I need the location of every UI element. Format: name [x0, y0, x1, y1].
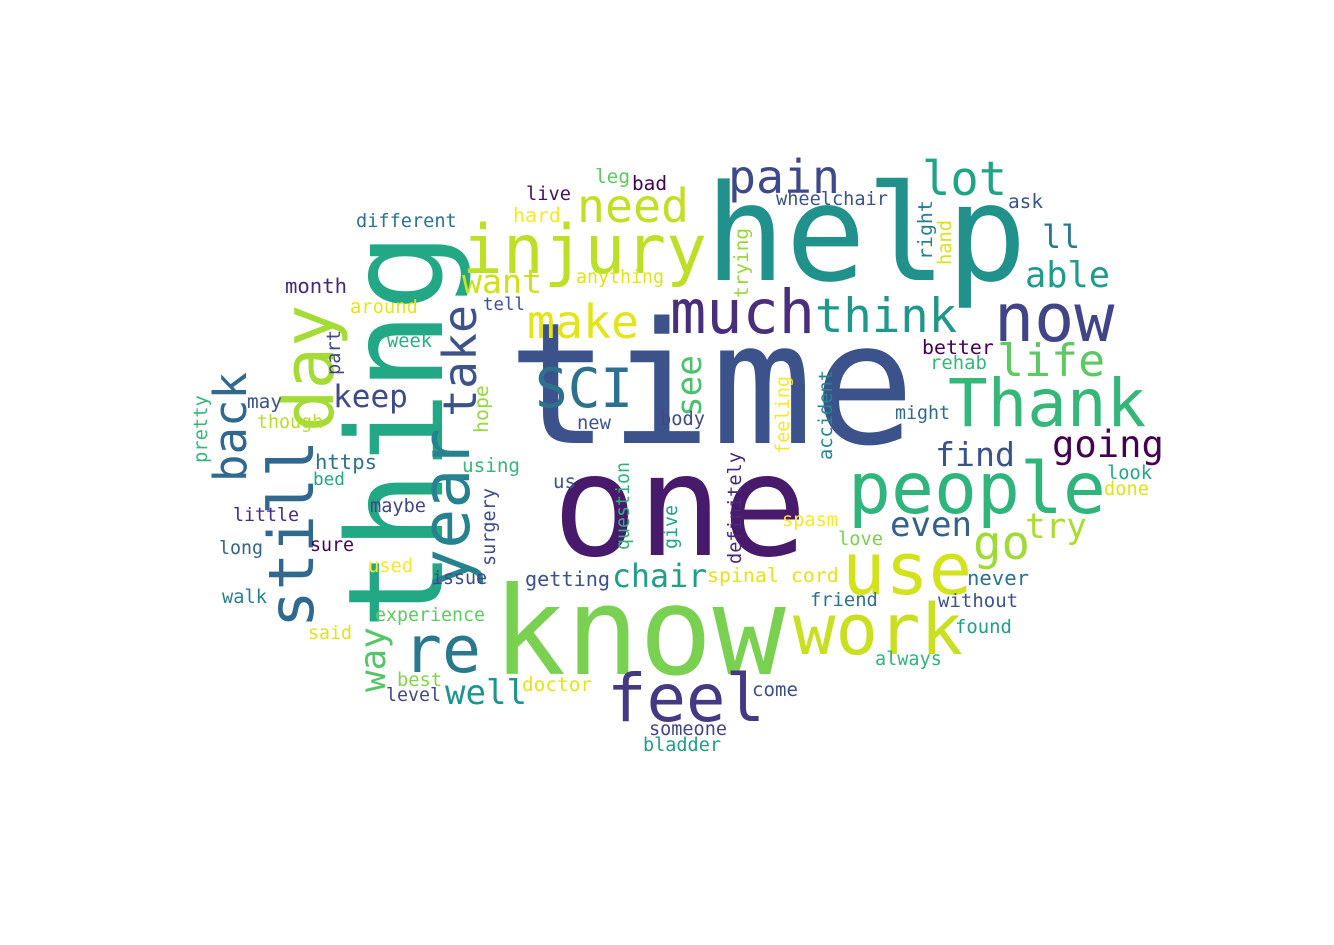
word-accident: accident: [815, 369, 837, 460]
word-feeling: feeling: [772, 376, 794, 454]
word-much: much: [670, 277, 815, 348]
word-month: month: [285, 273, 347, 298]
word-lot: lot: [922, 151, 1008, 207]
word-bad: bad: [632, 171, 668, 195]
word-someone: someone: [649, 718, 727, 740]
word-done: done: [1104, 478, 1150, 500]
word-used: used: [368, 555, 414, 577]
word-right: right: [914, 200, 937, 260]
word-different: different: [356, 210, 457, 232]
word-live: live: [526, 183, 572, 205]
word-wheelchair: wheelchair: [776, 188, 888, 210]
word-question: question: [613, 461, 634, 550]
word-using: using: [462, 453, 521, 477]
word-keep: keep: [333, 378, 408, 415]
word-spasm: spasm: [782, 509, 838, 531]
word-never: never: [967, 565, 1029, 590]
word-may: may: [247, 389, 283, 413]
word-go: go: [973, 515, 1030, 571]
word-experience: experience: [375, 605, 486, 626]
word-leg: leg: [595, 164, 631, 188]
word-make: make: [527, 294, 639, 349]
word-level: level: [386, 685, 442, 706]
word-way: way: [353, 626, 394, 692]
word-spinal-cord: spinal cord: [707, 564, 839, 587]
word-ask: ask: [1008, 189, 1044, 213]
word-trying: trying: [729, 227, 753, 298]
word-even: even: [890, 505, 973, 545]
word-found: found: [955, 615, 1012, 638]
word-little: little: [233, 505, 300, 526]
word-going: going: [1052, 421, 1164, 466]
word-new: new: [577, 412, 611, 434]
word-friend: friend: [810, 589, 878, 611]
word-need: need: [577, 178, 689, 233]
word-know: know: [492, 560, 786, 703]
word-thank: Thank: [948, 365, 1147, 442]
word-https: https: [315, 449, 377, 474]
word-think: think: [815, 288, 958, 344]
word-re: re: [403, 612, 482, 688]
word-walk: walk: [222, 586, 268, 608]
word-maybe: maybe: [370, 495, 426, 517]
word-pain: pain: [728, 149, 840, 204]
word-week: week: [387, 330, 433, 352]
word-want: want: [462, 262, 542, 301]
word-best: best: [397, 669, 443, 691]
word-time: time: [507, 285, 915, 483]
word-bladder: bladder: [643, 734, 721, 756]
word-us: us: [553, 469, 576, 493]
word-sure: sure: [310, 535, 355, 556]
word-part: part: [323, 329, 345, 375]
word-people: people: [848, 447, 1106, 530]
word-long: long: [219, 538, 264, 559]
word-definitely: definitely: [724, 452, 746, 564]
word-bed: bed: [313, 470, 345, 490]
word-pretty: pretty: [190, 395, 212, 463]
word-doctor: doctor: [522, 672, 593, 696]
word-try: try: [1025, 507, 1087, 547]
word-work: work: [793, 587, 964, 671]
word-love: love: [838, 528, 884, 550]
word-issue: issue: [432, 568, 488, 589]
word-though: though: [257, 412, 324, 433]
word-hard: hard: [513, 204, 561, 227]
word-body: body: [660, 408, 706, 430]
word-anything: anything: [576, 267, 665, 288]
word-said: said: [308, 623, 353, 644]
word-rehab: rehab: [930, 351, 987, 374]
word-feel: feel: [607, 661, 765, 737]
word-look: look: [1107, 462, 1153, 484]
word-injury: injury: [462, 210, 707, 289]
word-use: use: [842, 526, 973, 611]
word-back: back: [204, 371, 257, 482]
word-getting: getting: [525, 567, 611, 591]
word-help: help: [705, 156, 1027, 312]
word-come: come: [752, 677, 798, 701]
word-chair: chair: [612, 559, 708, 595]
word-tell: tell: [483, 294, 525, 315]
word-give: give: [661, 504, 682, 549]
word-find: find: [935, 434, 1015, 474]
word-surgery: surgery: [478, 488, 500, 566]
word-sci: SCI: [535, 357, 634, 420]
word-well: well: [445, 672, 528, 713]
word-without: without: [938, 589, 1019, 612]
word-better: better: [922, 336, 994, 359]
word-one: one: [552, 424, 808, 589]
word-around: around: [350, 296, 418, 318]
word-might: might: [895, 403, 951, 424]
word-ll: ll: [1042, 220, 1081, 256]
word-hope: hope: [470, 385, 493, 433]
word-always: always: [875, 648, 942, 670]
word-hand: hand: [934, 219, 956, 265]
word-see: see: [670, 355, 710, 417]
word-able: able: [1025, 255, 1111, 296]
word-life: life: [997, 333, 1106, 387]
word-now: now: [994, 278, 1115, 357]
